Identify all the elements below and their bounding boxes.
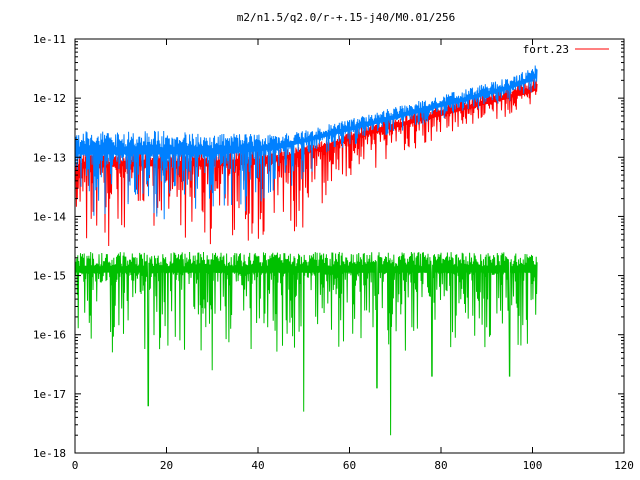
x-tick-label: 20 <box>160 459 173 472</box>
y-tick-label: 1e-12 <box>33 92 66 105</box>
y-tick-label: 1e-16 <box>33 329 66 342</box>
x-tick-label: 80 <box>434 459 447 472</box>
series-line <box>74 79 538 247</box>
y-tick-label: 1e-13 <box>33 151 66 164</box>
plot-frame <box>74 38 625 454</box>
x-tick-label: 0 <box>72 459 79 472</box>
legend-label: fort.23 <box>523 43 569 56</box>
series-line <box>74 65 538 220</box>
y-tick-label: 1e-15 <box>33 270 66 283</box>
x-tick-label: 120 <box>614 459 634 472</box>
y-axis: 1e-18 1e-17 1e-16 1e-15 1e-14 1e-13 1e-12 1e-11 <box>33 33 624 460</box>
x-tick-label: 100 <box>523 459 543 472</box>
x-tick-label: 40 <box>251 459 264 472</box>
x-axis: 0 20 40 60 80 100 120 <box>72 39 634 472</box>
legend: fort.23 <box>523 43 609 56</box>
series-layer <box>74 65 538 436</box>
series-line <box>74 251 538 436</box>
y-tick-label: 1e-18 <box>33 447 66 460</box>
y-tick-label: 1e-11 <box>33 33 66 46</box>
y-tick-label: 1e-17 <box>33 388 66 401</box>
y-tick-label: 1e-14 <box>33 210 66 223</box>
chart-title: m2/n1.5/q2.0/r-+.15-j40/M0.01/256 <box>237 11 456 24</box>
x-tick-label: 60 <box>343 459 356 472</box>
